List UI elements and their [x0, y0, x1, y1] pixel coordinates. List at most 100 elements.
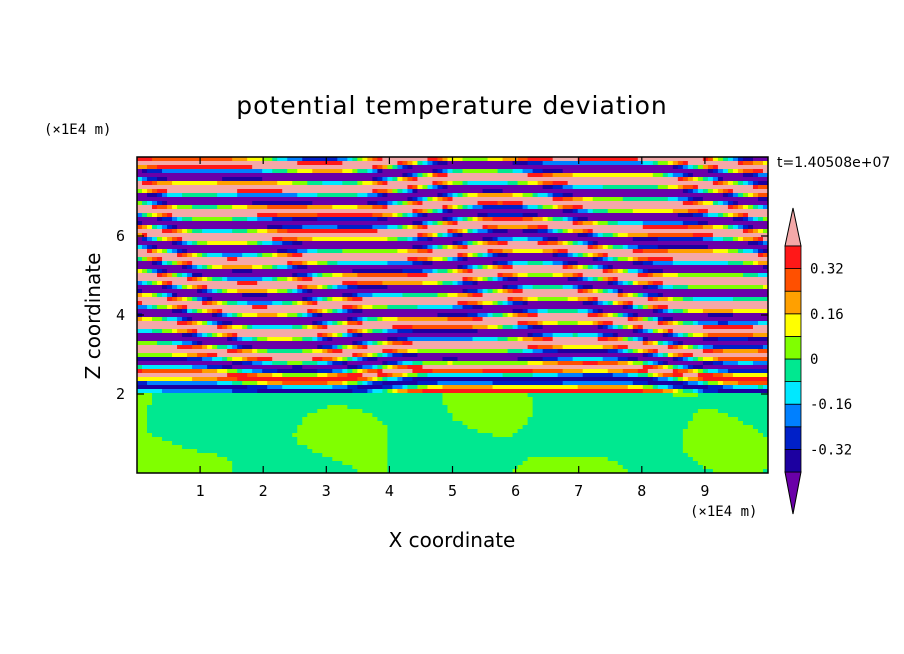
field-cell	[257, 217, 263, 222]
field-cell	[632, 181, 639, 186]
field-cell	[407, 197, 414, 202]
field-cell	[442, 205, 449, 210]
field-cell	[397, 253, 404, 258]
field-cell	[177, 181, 183, 186]
field-cell	[672, 273, 679, 278]
field-cell	[147, 181, 153, 186]
field-cell	[382, 225, 388, 230]
field-cell	[187, 249, 193, 254]
field-cell	[572, 161, 579, 166]
field-cell	[432, 265, 439, 270]
field-cell	[462, 241, 469, 246]
field-cell	[292, 313, 298, 318]
field-cell	[492, 245, 499, 250]
field-cell	[492, 161, 499, 166]
field-cell	[137, 177, 143, 182]
field-cell	[357, 189, 363, 194]
field-cell	[327, 313, 333, 318]
field-cell	[662, 221, 669, 226]
field-cell	[292, 253, 298, 258]
field-cell	[652, 217, 659, 222]
field-cell	[537, 201, 544, 206]
field-cell	[647, 229, 654, 234]
field-cell	[267, 197, 273, 202]
field-cell	[542, 237, 549, 242]
field-cell	[637, 245, 644, 250]
field-cell	[147, 161, 153, 166]
field-cell	[572, 305, 579, 310]
field-cell	[332, 301, 338, 306]
field-cell	[587, 173, 594, 178]
field-cell	[587, 197, 594, 202]
field-cell	[302, 261, 308, 266]
field-cell	[537, 273, 544, 278]
field-cell	[682, 277, 689, 282]
field-cell	[177, 157, 183, 162]
field-cell	[487, 169, 494, 174]
field-cell	[292, 169, 298, 174]
field-cell	[167, 313, 173, 318]
field-cell	[362, 221, 368, 226]
field-cell	[692, 305, 699, 310]
field-cell	[637, 269, 644, 274]
field-cell	[312, 273, 318, 278]
field-cell	[742, 217, 749, 222]
field-cell	[762, 309, 768, 314]
field-cell	[192, 241, 198, 246]
field-cell	[287, 181, 293, 186]
field-cell	[177, 241, 183, 246]
field-cell	[337, 193, 343, 198]
field-cell	[592, 293, 599, 298]
field-cell	[152, 285, 158, 290]
field-cell	[262, 193, 268, 198]
field-cell	[342, 297, 348, 302]
field-cell	[187, 189, 193, 194]
field-cell	[192, 189, 198, 194]
field-cell	[447, 253, 454, 258]
field-cell	[342, 277, 348, 282]
field-cell	[282, 189, 288, 194]
field-cell	[687, 189, 694, 194]
field-cell	[607, 173, 614, 178]
field-cell	[667, 185, 674, 190]
field-cell	[157, 297, 163, 302]
field-cell	[662, 297, 669, 302]
field-cell	[627, 157, 634, 162]
field-cell	[347, 213, 353, 218]
field-cell	[247, 253, 253, 258]
field-cell	[632, 165, 639, 170]
field-cell	[747, 281, 754, 286]
field-cell	[297, 241, 303, 246]
field-cell	[247, 269, 253, 274]
field-cell	[452, 253, 459, 258]
field-cell	[442, 289, 449, 294]
field-cell	[362, 301, 368, 306]
field-cell	[277, 201, 283, 206]
field-cell	[382, 173, 388, 178]
field-cell	[222, 193, 228, 198]
field-cell	[527, 289, 534, 294]
field-cell	[752, 169, 759, 174]
field-cell	[757, 237, 764, 242]
field-cell	[752, 273, 759, 278]
field-cell	[652, 229, 659, 234]
field-cell	[427, 237, 434, 242]
field-cell	[632, 237, 639, 242]
field-cell	[327, 269, 333, 274]
field-cell	[147, 169, 153, 174]
field-cell	[477, 261, 484, 266]
field-cell	[732, 241, 739, 246]
field-cell	[502, 289, 509, 294]
field-cell	[417, 269, 424, 274]
field-cell	[557, 157, 564, 162]
field-cell	[332, 305, 338, 310]
field-cell	[717, 241, 724, 246]
field-cell	[682, 217, 689, 222]
field-cell	[177, 297, 183, 302]
field-cell	[652, 273, 659, 278]
field-cell	[452, 293, 459, 298]
field-cell	[652, 193, 659, 198]
field-cell	[197, 213, 203, 218]
field-cell	[332, 205, 338, 210]
field-cell	[482, 209, 489, 214]
